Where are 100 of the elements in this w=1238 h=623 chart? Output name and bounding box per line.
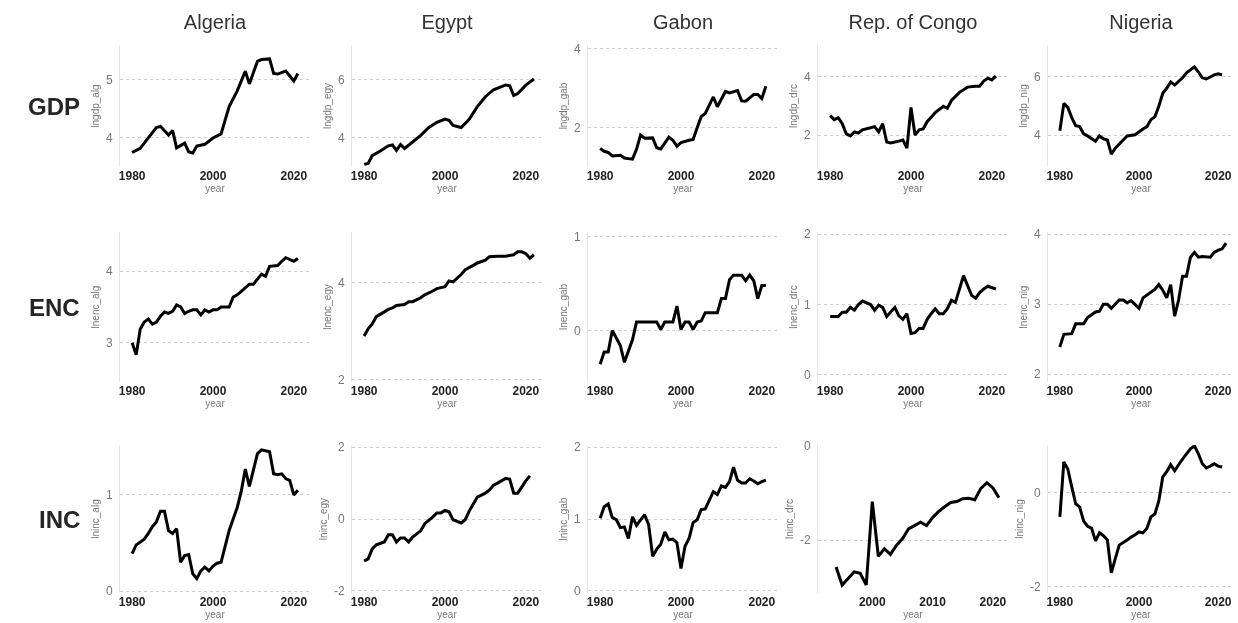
- y-axis-title: lnenc_alg: [89, 285, 101, 329]
- y-tick-label: 0: [573, 584, 581, 599]
- x-tick-label: 1980: [350, 384, 378, 398]
- x-tick-label: 2000: [858, 595, 886, 609]
- y-tick-label: 4: [1033, 227, 1041, 242]
- x-axis-title: year: [1131, 609, 1152, 620]
- y-tick-label: 0: [573, 323, 581, 338]
- x-tick-label: 2000: [199, 595, 227, 609]
- line-series: [598, 273, 768, 366]
- line-series: [1058, 445, 1224, 575]
- x-tick-label: 2000: [897, 384, 925, 398]
- chart-title: Algeria: [183, 11, 247, 33]
- y-tick-label: 4: [573, 42, 581, 57]
- x-tick-label: 2000: [897, 169, 925, 183]
- x-tick-label: 2020: [979, 595, 1007, 609]
- line-series: [828, 74, 998, 150]
- line-series: [362, 474, 532, 563]
- y-tick-label: 4: [337, 131, 345, 146]
- y-tick-label: 0: [803, 368, 811, 383]
- y-axis-title: lnenc_egy: [321, 284, 333, 330]
- text: GDP: [28, 93, 81, 120]
- x-axis-title: year: [1131, 398, 1152, 409]
- x-tick-label: 1980: [816, 384, 844, 398]
- line-series: [598, 465, 768, 571]
- x-tick-label: 1980: [586, 595, 614, 609]
- y-axis-title: lngdp_egy: [321, 82, 333, 130]
- x-tick-label: 1980: [118, 169, 146, 183]
- x-tick-label: 2000: [667, 384, 695, 398]
- x-tick-label: 1980: [586, 384, 614, 398]
- chart-title: Egypt: [421, 11, 474, 33]
- line-series: [828, 274, 998, 335]
- x-axis-title: year: [903, 398, 924, 409]
- y-tick-label: -2: [333, 584, 345, 599]
- y-tick-label: 0: [1033, 486, 1041, 501]
- y-axis-title: lninc_egy: [317, 497, 329, 541]
- x-axis-title: year: [205, 609, 226, 620]
- line-series: [1058, 65, 1224, 156]
- line-series: [362, 77, 536, 166]
- x-tick-label: 2000: [1125, 384, 1153, 398]
- y-tick-label: 2: [573, 440, 581, 455]
- chart-title: Gabon: [652, 11, 714, 33]
- x-tick-label: 1980: [118, 384, 146, 398]
- y-axis-title: lngdp_gab: [557, 82, 569, 130]
- x-axis-title: year: [673, 183, 694, 194]
- x-tick-label: 1980: [350, 169, 378, 183]
- y-tick-label: 3: [105, 335, 113, 350]
- y-axis-title: lngdp_alg: [89, 84, 101, 128]
- y-tick-label: 2: [803, 128, 811, 143]
- x-tick-label: 2000: [199, 384, 227, 398]
- x-tick-label: 2020: [978, 169, 1006, 183]
- y-tick-label: 5: [105, 73, 113, 88]
- y-tick-label: 0: [105, 584, 113, 599]
- x-tick-label: 2020: [512, 595, 540, 609]
- y-tick-label: 6: [1033, 70, 1041, 85]
- x-tick-label: 2020: [1204, 169, 1232, 183]
- y-tick-label: 4: [803, 70, 811, 85]
- x-tick-label: 2020: [1204, 595, 1232, 609]
- x-axis-title: year: [437, 183, 458, 194]
- y-tick-label: 2: [337, 440, 345, 455]
- x-tick-label: 2020: [748, 169, 776, 183]
- y-tick-label: 1: [573, 512, 581, 527]
- x-tick-label: 2020: [1204, 384, 1232, 398]
- x-tick-label: 2000: [199, 169, 227, 183]
- x-tick-label: 2000: [1125, 595, 1153, 609]
- x-tick-label: 2020: [280, 384, 308, 398]
- x-tick-label: 2000: [431, 384, 459, 398]
- x-axis-title: year: [437, 609, 458, 620]
- text: ENC: [29, 294, 80, 321]
- x-tick-label: 1980: [1046, 595, 1074, 609]
- y-tick-label: 2: [1033, 367, 1041, 382]
- y-tick-label: 0: [337, 512, 345, 527]
- y-axis-title: lninc_alg: [89, 499, 101, 539]
- x-tick-label: 2020: [978, 384, 1006, 398]
- x-axis-title: year: [673, 609, 694, 620]
- x-tick-label: 2020: [748, 595, 776, 609]
- x-tick-label: 2000: [667, 169, 695, 183]
- x-tick-label: 2000: [1125, 169, 1153, 183]
- y-axis-title: lngdp_nig: [1017, 84, 1029, 128]
- x-axis-title: year: [903, 183, 924, 194]
- x-axis-title: year: [205, 183, 226, 194]
- x-tick-label: 1980: [118, 595, 146, 609]
- y-tick-label: 4: [105, 131, 113, 146]
- y-tick-label: 4: [337, 276, 345, 291]
- line-series: [130, 448, 300, 581]
- x-tick-label: 2000: [667, 595, 695, 609]
- x-axis-title: year: [1131, 183, 1152, 194]
- y-axis-title: lnenc_drc: [787, 285, 799, 329]
- y-tick-label: 1: [803, 297, 811, 312]
- x-tick-label: 2000: [431, 595, 459, 609]
- y-axis-title: lnenc_gab: [557, 283, 569, 331]
- chart-title: Nigeria: [1109, 11, 1174, 33]
- y-tick-label: 3: [1033, 297, 1041, 312]
- x-tick-label: 1980: [816, 169, 844, 183]
- text: INC: [39, 506, 81, 533]
- x-tick-label: 1980: [1046, 384, 1074, 398]
- x-tick-label: 2000: [431, 169, 459, 183]
- x-axis-title: year: [437, 398, 458, 409]
- x-axis-title: year: [205, 398, 226, 409]
- line-series: [362, 250, 536, 338]
- x-tick-label: 2020: [748, 384, 776, 398]
